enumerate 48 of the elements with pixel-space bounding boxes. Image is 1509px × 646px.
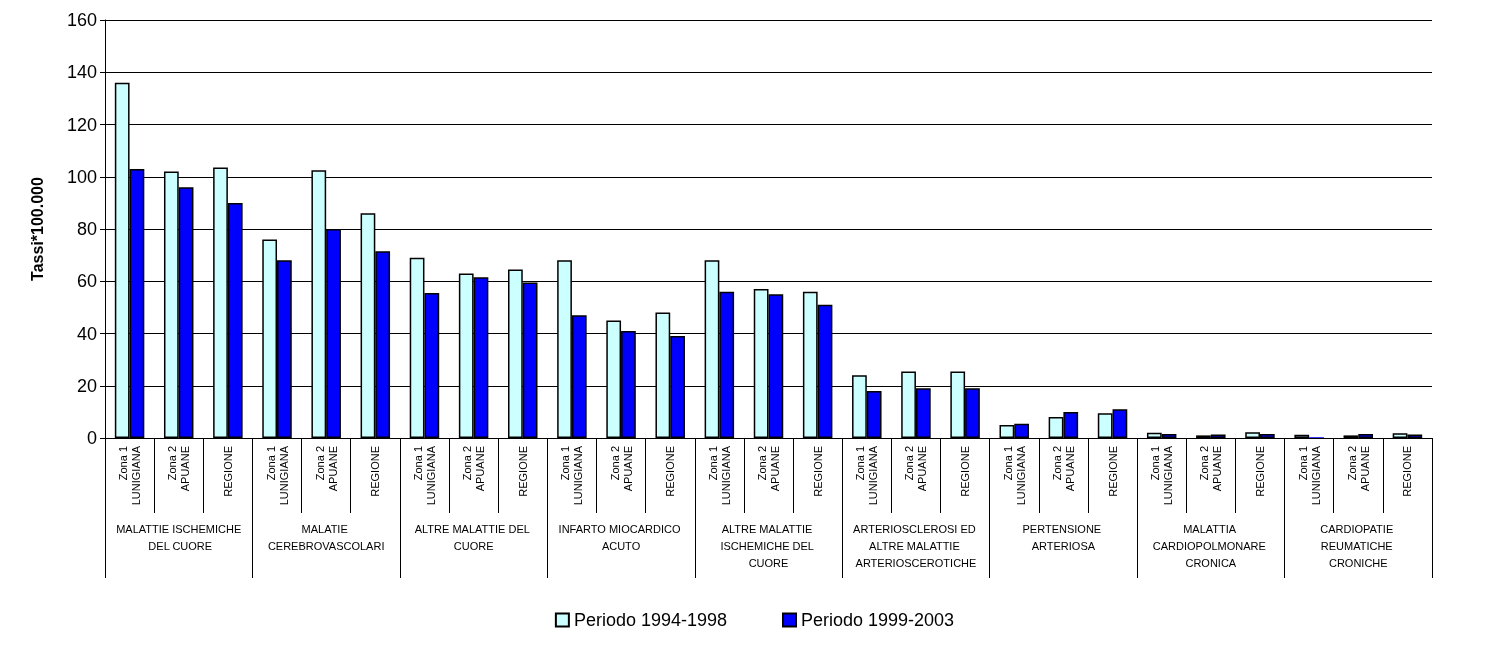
x-tick-label: REGIONE bbox=[959, 446, 972, 497]
x-tick-label: REGIONE bbox=[811, 446, 824, 497]
x-tick-label: Zona 2 APUANE bbox=[1198, 446, 1224, 492]
x-tick-label: Zona 1 LUNIGIANA bbox=[411, 445, 437, 506]
x-tick-label: Zona 2 APUANE bbox=[1345, 446, 1371, 492]
x-tick-label: REGIONE bbox=[1401, 446, 1414, 497]
x-tick-label: Zona 1 LUNIGIANA bbox=[264, 445, 290, 506]
y-tick-label: 80 bbox=[76, 219, 97, 239]
x-tick-label: Zona 2 APUANE bbox=[756, 446, 781, 492]
y-tick-label: 120 bbox=[66, 114, 97, 135]
x-tick-label: REGIONE bbox=[664, 446, 677, 497]
x-tick-label: Zona 2 APUANE bbox=[166, 446, 192, 492]
y-tick-label: 60 bbox=[76, 271, 97, 292]
y-tick-label: 20 bbox=[76, 375, 97, 396]
y-axis-title: Tassi*100.000 bbox=[28, 177, 46, 281]
legend-label: Periodo 1994-1998 bbox=[573, 610, 727, 630]
text: ALTRE MALATTIE DEL CUORE bbox=[414, 522, 533, 552]
y-tick-label: 0 bbox=[86, 428, 97, 448]
x-tick-label: Zona 2 APUANE bbox=[1050, 446, 1076, 492]
text: PERTENSIONE ARTERIOSA bbox=[1022, 522, 1105, 552]
x-tick-label: Zona 1 LUNIGIANA bbox=[559, 445, 585, 506]
y-tick-label: 140 bbox=[66, 62, 97, 83]
x-tick-label: Zona 2 APUANE bbox=[313, 446, 339, 492]
text: INFARTO MIOCARDICO ACUTO bbox=[558, 522, 684, 552]
x-tick-label: REGIONE bbox=[369, 446, 382, 497]
text: CARDIOPATIE REUMATICHE CRONICHE bbox=[1320, 522, 1397, 569]
x-tick-label: Zona 1 LUNIGIANA bbox=[854, 445, 880, 506]
x-tick-label: Zona 2 APUANE bbox=[461, 446, 487, 492]
text: MALATTIE ISCHEMICHE DEL CUORE bbox=[116, 522, 242, 552]
x-tick-label: REGIONE bbox=[1106, 446, 1119, 497]
x-tick-label: Zona 2 APUANE bbox=[608, 446, 634, 492]
x-tick-label: REGIONE bbox=[516, 446, 529, 497]
text: MALATTIA CARDIOPOLMONARE CRONICA bbox=[1152, 522, 1269, 569]
x-tick-label: Zona 2 APUANE bbox=[903, 446, 929, 492]
y-tick-label: 160 bbox=[66, 10, 97, 30]
x-tick-label: REGIONE bbox=[1253, 446, 1266, 497]
x-tick-label: Zona 1 LUNIGIANA bbox=[1296, 445, 1322, 506]
y-tick-label: 40 bbox=[76, 323, 97, 344]
x-tick-label: Zona 1 LUNIGIANA bbox=[706, 445, 732, 506]
y-tick-label: 100 bbox=[66, 166, 97, 187]
x-tick-label: Zona 1 LUNIGIANA bbox=[1149, 445, 1175, 506]
x-tick-label: REGIONE bbox=[221, 446, 234, 497]
legend-label: Periodo 1999-2003 bbox=[801, 610, 955, 630]
x-tick-label: Zona 1 LUNIGIANA bbox=[117, 445, 143, 506]
text: MALATIE CEREBROVASCOLARI bbox=[267, 522, 385, 552]
x-tick-label: Zona 1 LUNIGIANA bbox=[1001, 445, 1027, 506]
text: ARTERIOSCLEROSI ED ALTRE MALATTIE ARTERIOSCEROTICHE bbox=[853, 522, 979, 569]
text: ALTRE MALATTIE ISCHEMICHE DEL CUORE bbox=[720, 522, 817, 569]
